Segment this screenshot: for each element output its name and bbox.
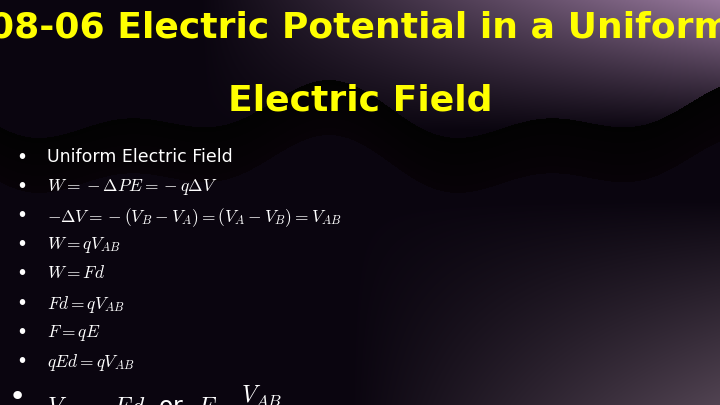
- Text: •: •: [16, 235, 27, 254]
- Text: •: •: [16, 148, 27, 167]
- Text: $-\Delta V = -(V_B - V_A) = (V_A - V_B) = V_{AB}$: $-\Delta V = -(V_B - V_A) = (V_A - V_B) …: [47, 206, 341, 229]
- Text: •: •: [9, 383, 26, 405]
- Text: •: •: [16, 177, 27, 196]
- Text: $V_{AB} = Ed$  or  $E = \dfrac{V_{AB}}{d}$: $V_{AB} = Ed$ or $E = \dfrac{V_{AB}}{d}$: [47, 383, 284, 405]
- Text: $W = -\Delta PE = -q\Delta V$: $W = -\Delta PE = -q\Delta V$: [47, 177, 217, 197]
- Text: 08-06 Electric Potential in a Uniform: 08-06 Electric Potential in a Uniform: [0, 10, 720, 44]
- Text: •: •: [16, 206, 27, 225]
- Text: $qEd = qV_{AB}$: $qEd = qV_{AB}$: [47, 352, 134, 373]
- Text: Uniform Electric Field: Uniform Electric Field: [47, 148, 233, 166]
- Text: $W = Fd$: $W = Fd$: [47, 264, 105, 282]
- Text: $Fd = qV_{AB}$: $Fd = qV_{AB}$: [47, 294, 125, 315]
- Text: Electric Field: Electric Field: [228, 83, 492, 117]
- Text: $F = qE$: $F = qE$: [47, 323, 101, 343]
- Text: $W = qV_{AB}$: $W = qV_{AB}$: [47, 235, 121, 255]
- Text: •: •: [16, 294, 27, 313]
- Text: •: •: [16, 264, 27, 284]
- Text: •: •: [16, 352, 27, 371]
- Text: •: •: [16, 323, 27, 342]
